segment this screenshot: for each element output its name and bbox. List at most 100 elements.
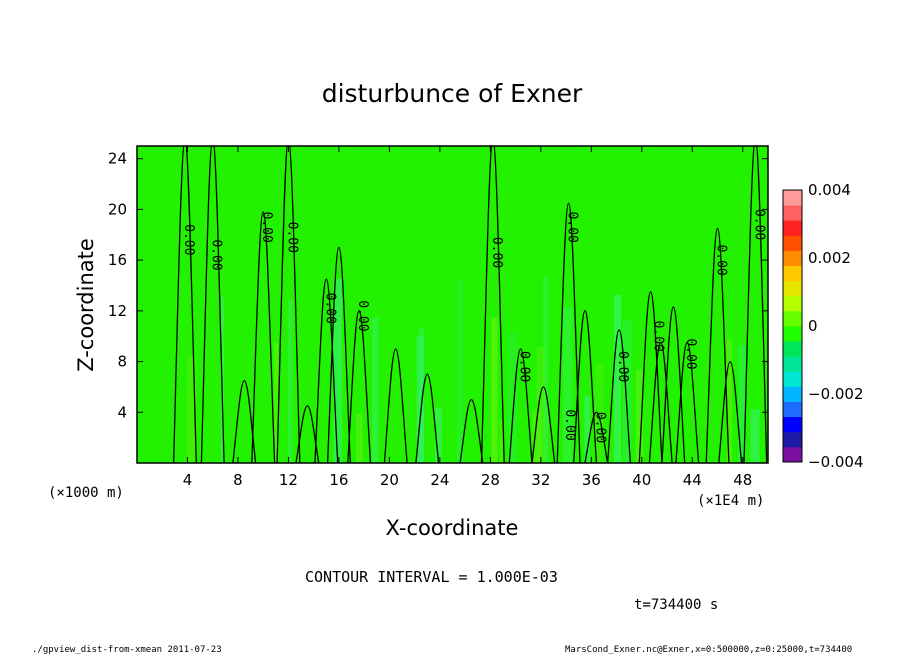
contour-line — [675, 341, 700, 463]
contour-line — [508, 348, 533, 463]
contour-line — [531, 386, 556, 463]
contour-label: 0.00 — [517, 351, 532, 382]
contour-line — [743, 146, 768, 463]
colorbar-segment — [783, 310, 802, 327]
contour-label: 0.00 — [650, 321, 665, 352]
shading-patch — [750, 409, 760, 463]
contour-line — [326, 246, 351, 463]
shading-patch — [356, 414, 363, 463]
colorbar-segment — [783, 220, 802, 236]
colorbar-tick-label: −0.004 — [808, 453, 864, 471]
shading-patch — [622, 320, 632, 463]
contour-line — [584, 411, 609, 463]
contour-label: 0.00 — [565, 212, 580, 243]
contour-line — [607, 329, 632, 463]
shading-patch — [726, 339, 732, 463]
shading-patch — [333, 278, 342, 463]
contour-line — [295, 405, 320, 463]
y-tick-label: 20 — [108, 200, 127, 218]
plot-frame — [136, 145, 769, 464]
contour-lines — [172, 146, 768, 463]
shading-patch — [507, 332, 518, 463]
x-tick-label: 40 — [632, 471, 651, 489]
contour-line — [347, 310, 372, 463]
x-tick-label: 48 — [733, 471, 752, 489]
x-unit-left: (×1000 m) — [48, 485, 124, 501]
contour-line — [480, 146, 505, 463]
contour-line — [251, 211, 276, 463]
shading-patch — [584, 395, 590, 463]
contour-label: 0.00 — [181, 224, 196, 255]
shading-patch — [635, 369, 643, 463]
shading-patch — [287, 299, 293, 463]
x-tick-label: 44 — [683, 471, 702, 489]
contour-label: 0.00 — [355, 300, 370, 331]
x-tick-label: 12 — [279, 471, 298, 489]
contour-line — [573, 310, 598, 463]
x-tick-label: 32 — [531, 471, 550, 489]
contour-label: 0.00 — [259, 212, 274, 243]
contour-label: 0.00 — [615, 351, 630, 382]
y-axis-label: Z-coordinate — [74, 238, 98, 372]
colorbar-segment — [783, 416, 802, 433]
contour-line — [200, 146, 225, 463]
shading-patch — [371, 317, 379, 463]
footer-left: ./gpview_dist-from-xmean 2011-07-23 — [32, 645, 222, 654]
shading-patch — [419, 328, 424, 463]
colorbar-tick-label: 0 — [808, 317, 818, 335]
y-tick-label: 4 — [117, 403, 127, 421]
colorbar-segment — [783, 250, 802, 266]
colorbar-segment — [783, 280, 802, 297]
contour-line — [415, 373, 440, 463]
shading-patch — [416, 335, 424, 463]
shading-patch — [273, 342, 279, 463]
shading-patch — [457, 279, 463, 463]
contour-line — [459, 398, 484, 463]
contour-label: 0.00 — [489, 237, 504, 268]
colorbar-segment — [783, 356, 802, 372]
colorbar: 0.004 0.002 0 −0.002 −0.004 — [782, 181, 864, 471]
contour-line — [718, 360, 743, 463]
colorbar-segment — [783, 401, 802, 418]
shading-patch — [613, 295, 621, 463]
x-tick-label: 36 — [582, 471, 601, 489]
contour-label: 0.00 — [714, 244, 729, 275]
contour-label: 0.00 — [751, 209, 766, 240]
colorbar-frame — [782, 189, 803, 463]
colorbar-segment — [783, 446, 802, 463]
colorbar-segment — [783, 371, 802, 387]
shading-patch — [737, 345, 746, 463]
y-tick-label: 24 — [108, 150, 127, 168]
shading-patch — [536, 346, 545, 463]
contour-field — [137, 146, 768, 463]
colorbar-segment — [783, 341, 802, 357]
contour-line — [705, 227, 730, 463]
colorbar-tick-label: 0.004 — [808, 181, 851, 199]
shading-patch — [499, 419, 504, 463]
y-tick-label: 12 — [108, 302, 127, 320]
contour-label: 0.00 — [562, 409, 577, 440]
field-shading — [187, 275, 760, 463]
contour-label: 0.00 — [683, 338, 698, 369]
colorbar-segment — [783, 326, 802, 342]
shading-patch — [543, 275, 549, 463]
contour-line — [276, 146, 301, 463]
chart-title: disturbunce of Exner — [322, 79, 583, 108]
shading-patch — [532, 410, 542, 463]
colorbar-segment — [783, 205, 802, 221]
colorbar-segment — [783, 265, 802, 282]
x-unit-right: (×1E4 m) — [697, 493, 764, 509]
time-text: t=734400 s — [634, 597, 718, 613]
x-tick-label: 24 — [430, 471, 449, 489]
shading-patch — [594, 363, 604, 463]
colorbar-tick-label: −0.002 — [808, 385, 864, 403]
shading-patch — [435, 408, 443, 463]
footer-right: MarsCond_Exner.nc@Exner,x=0:500000,z=0:2… — [565, 645, 852, 654]
contour-label: 0.00 — [592, 412, 607, 443]
x-tick-label: 4 — [183, 471, 193, 489]
shading-patch — [563, 306, 573, 463]
contour-label: 0.00 — [209, 239, 224, 270]
colorbar-segment — [783, 190, 802, 206]
contour-label: 0.00 — [322, 293, 337, 324]
